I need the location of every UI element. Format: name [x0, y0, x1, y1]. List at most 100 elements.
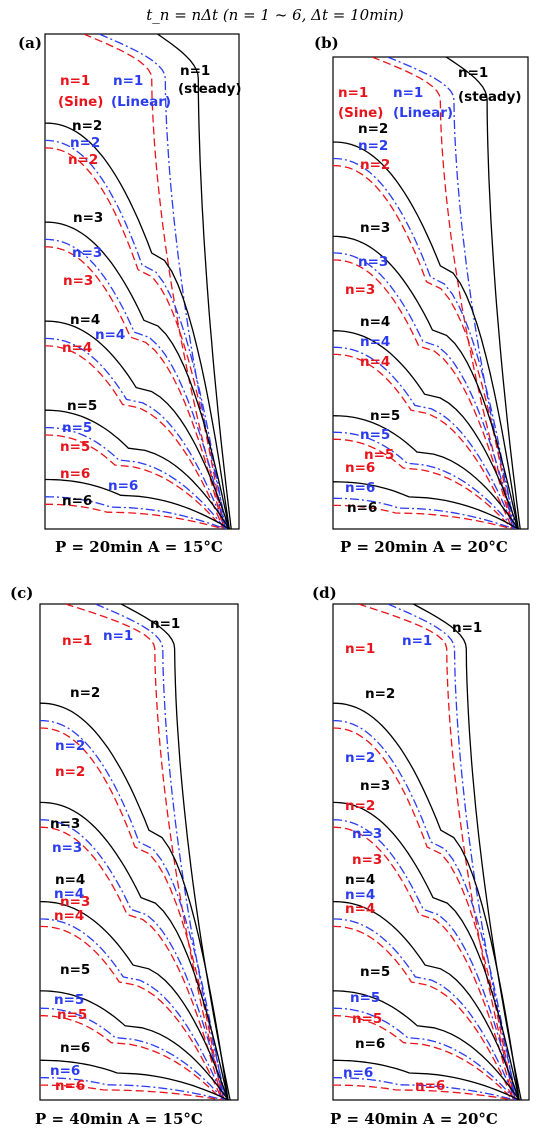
curve-label-linear: n=6	[343, 1065, 373, 1081]
curve-label-linear: n=5	[360, 427, 390, 443]
curve-label-sine: (Sine)	[338, 105, 383, 121]
curve-label-sine: n=2	[55, 764, 85, 780]
panel-caption: P = 40min A = 20°C	[330, 1110, 498, 1128]
steady-curve-n1	[157, 34, 232, 529]
curve-label-sine: n=6	[415, 1078, 445, 1094]
linear-curve-n1	[387, 604, 518, 1100]
linear-curve-n1	[387, 57, 517, 529]
linear-curve-n5	[45, 426, 226, 529]
sine-curve-n3	[40, 826, 223, 1100]
steady-curve-n3	[333, 801, 520, 1100]
curve-label-steady: n=4	[70, 312, 100, 328]
linear-curve-n3	[45, 238, 227, 529]
curve-label-sine: n=4	[54, 908, 84, 924]
panel-caption: P = 40min A = 15°C	[35, 1110, 203, 1128]
curve-group	[333, 57, 521, 529]
curve-label-linear: n=4	[54, 886, 84, 902]
steady-curve-n5	[333, 990, 520, 1100]
linear-curve-n1	[95, 604, 227, 1100]
sine-curve-n1	[358, 604, 516, 1100]
sine-curve-n3	[333, 259, 514, 529]
curve-label-linear: n=3	[52, 840, 82, 856]
curve-label-sine: (Sine)	[58, 94, 103, 110]
curve-label-steady: n=6	[62, 493, 92, 509]
curve-label-sine: n=5	[352, 1011, 382, 1027]
curve-label-sine: n=2	[68, 152, 98, 168]
curve-label-steady: (steady)	[458, 89, 522, 105]
curve-label-sine: n=2	[345, 798, 375, 814]
linear-curve-n6	[40, 1077, 225, 1100]
curve-label-linear: n=4	[360, 334, 390, 350]
curve-group	[45, 34, 232, 529]
curve-label-sine: n=5	[60, 439, 90, 455]
sine-curve-n6	[333, 1084, 514, 1100]
curve-label-sine: n=2	[360, 157, 390, 173]
steady-curve-n2	[45, 122, 230, 529]
curve-label-steady: n=1	[150, 616, 180, 632]
curve-label-linear: n=6	[108, 478, 138, 494]
steady-curve-n4	[333, 900, 520, 1100]
curve-label-sine: n=3	[345, 282, 375, 298]
curve-label-linear: n=6	[345, 480, 375, 496]
linear-curve-n6	[333, 1077, 516, 1100]
panel-label: (d)	[312, 584, 337, 602]
sine-curve-n1	[83, 34, 227, 529]
curve-label-sine: n=3	[63, 273, 93, 289]
steady-curve-n2	[333, 702, 520, 1100]
linear-curve-n4	[333, 918, 516, 1100]
curve-label-linear: n=5	[54, 992, 84, 1008]
linear-curve-n4	[40, 918, 225, 1100]
steady-curve-n1	[120, 604, 231, 1100]
curve-label-sine: n=6	[60, 466, 90, 482]
steady-curve-n5	[333, 415, 519, 529]
curve-label-linear: n=5	[62, 420, 92, 436]
steady-curve-n3	[40, 801, 229, 1100]
panel-d: (d) P = 40min A = 20°C n=1 n=1 n=1 n=2 n=2 n=3 n…	[312, 584, 530, 1128]
curve-label-linear: n=5	[350, 990, 380, 1006]
curve-label-steady: n=5	[60, 962, 90, 978]
linear-curve-n5	[333, 1007, 516, 1100]
linear-curve-n5	[333, 431, 515, 529]
sine-curve-n3	[45, 246, 225, 529]
curve-label-steady: n=6	[60, 1040, 90, 1056]
figure-header: t_n = nΔt (n = 1 ~ 6, Δt = 10min)	[146, 6, 404, 24]
sine-curve-n4	[45, 345, 225, 529]
sine-curve-n5	[333, 1015, 514, 1100]
curve-label-steady: n=1	[180, 63, 210, 79]
curve-label-linear: n=3	[358, 254, 388, 270]
curve-label-sine: n=4	[345, 901, 375, 917]
curve-group	[40, 604, 231, 1100]
steady-curve-n6	[40, 1059, 229, 1100]
sine-curve-n1	[371, 57, 516, 529]
linear-curve-n4	[333, 346, 516, 529]
linear-curve-n2	[45, 139, 227, 529]
curve-label-sine: n=1	[338, 85, 368, 101]
panel-frame	[332, 603, 530, 1101]
sine-curve-n5	[45, 434, 224, 529]
steady-curve-n6	[333, 1059, 520, 1100]
sine-curve-n6	[45, 503, 224, 529]
steady-curve-n4	[45, 320, 230, 529]
curve-label-sine: n=1	[345, 641, 375, 657]
curve-label-sine: n=5	[364, 447, 394, 463]
steady-curve-n6	[333, 481, 519, 529]
sine-curve-n4	[333, 925, 514, 1100]
linear-curve-n5	[40, 1007, 225, 1100]
linear-curve-n2	[40, 719, 225, 1100]
linear-curve-n1	[99, 34, 229, 529]
curve-label-linear: n=1	[103, 628, 133, 644]
steady-curve-n1	[413, 604, 522, 1100]
linear-curve-n3	[333, 819, 516, 1100]
sine-curve-n1	[65, 604, 225, 1100]
curve-label-sine: n=3	[60, 894, 90, 910]
steady-curve-n2	[40, 702, 229, 1100]
curve-label-linear: n=1	[113, 73, 143, 89]
steady-curve-n3	[45, 221, 230, 529]
curve-label-steady: n=5	[67, 398, 97, 414]
curve-label-steady: n=3	[50, 816, 80, 832]
panel-b: (b) P = 20min A = 20°C n=1 (steady) n=1 (Sine…	[314, 34, 529, 556]
sine-curve-n6	[333, 504, 513, 529]
linear-curve-n2	[333, 719, 516, 1100]
curve-label-steady: n=1	[452, 620, 482, 636]
curve-label-linear: n=2	[345, 750, 375, 766]
